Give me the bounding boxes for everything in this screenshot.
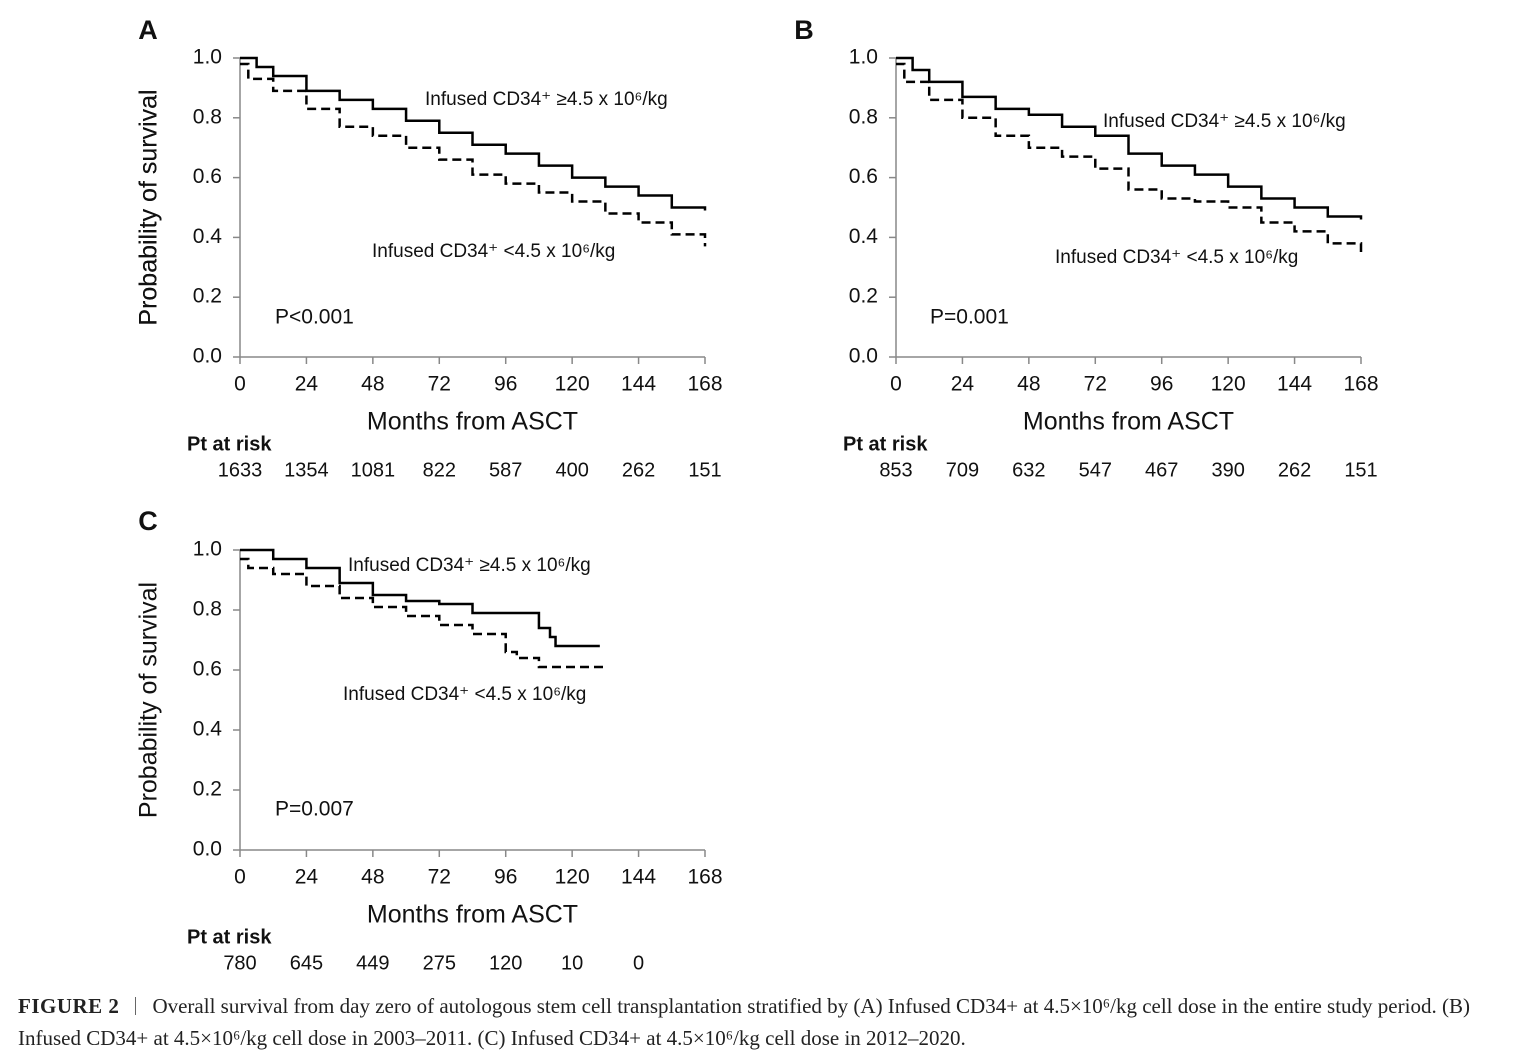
series-label: Infused CD34⁺ <4.5 x 10⁶/kg <box>1055 247 1298 268</box>
y-tick-label: 1.0 <box>193 46 222 69</box>
survival-curve <box>240 56 707 211</box>
x-tick-label: 144 <box>621 866 656 889</box>
risk-count: 262 <box>622 459 655 481</box>
x-tick-label: 144 <box>1277 373 1312 396</box>
y-tick-label: 0.6 <box>193 658 222 681</box>
annotation: P=0.001 <box>930 306 1009 329</box>
survival-curve <box>240 557 606 669</box>
risk-count: 632 <box>1012 459 1045 481</box>
x-tick-label: 144 <box>621 373 656 396</box>
x-tick-label: 48 <box>361 373 384 396</box>
x-tick-label: 0 <box>234 373 246 396</box>
x-tick-label: 24 <box>951 373 975 396</box>
risk-count: 449 <box>356 952 389 974</box>
risk-count: 780 <box>223 952 256 974</box>
y-tick-label: 0.8 <box>193 598 222 621</box>
caption-label: FIGURE 2 <box>18 994 120 1018</box>
risk-label: Pt at risk <box>187 433 272 455</box>
x-tick-label: 48 <box>1017 373 1040 396</box>
risk-count: 262 <box>1278 459 1311 481</box>
risk-count: 645 <box>290 952 323 974</box>
series-label: Infused CD34⁺ ≥4.5 x 10⁶/kg <box>1103 111 1346 132</box>
risk-label: Pt at risk <box>187 926 272 948</box>
y-axis-label: Probability of survival <box>135 89 163 325</box>
y-tick-label: 0.4 <box>193 718 223 741</box>
x-tick-label: 24 <box>295 866 319 889</box>
panel-letter: A <box>138 15 158 45</box>
x-tick-label: 48 <box>361 866 384 889</box>
y-tick-label: 0.0 <box>193 345 222 368</box>
y-tick-label: 0.2 <box>193 778 222 801</box>
risk-label: Pt at risk <box>843 433 928 455</box>
x-tick-label: 120 <box>555 866 590 889</box>
y-tick-label: 0.2 <box>849 285 878 308</box>
x-tick-label: 168 <box>687 373 722 396</box>
y-tick-label: 1.0 <box>849 46 878 69</box>
x-tick-label: 120 <box>555 373 590 396</box>
y-axis-label: Probability of survival <box>135 89 163 325</box>
risk-count: 1354 <box>284 459 329 481</box>
separator <box>135 997 137 1015</box>
series-label: Infused CD34⁺ ≥4.5 x 10⁶/kg <box>348 555 591 576</box>
survival-curve <box>896 62 1363 253</box>
survival-curve <box>240 548 600 648</box>
y-tick-label: 0.8 <box>849 105 878 128</box>
y-tick-label: 1.0 <box>193 538 222 561</box>
risk-count: 547 <box>1079 459 1112 481</box>
risk-count: 390 <box>1211 459 1244 481</box>
risk-count: 0 <box>633 952 644 974</box>
x-tick-label: 72 <box>1084 373 1107 396</box>
y-tick-label: 0.6 <box>849 165 878 188</box>
risk-count: 1633 <box>218 459 263 481</box>
x-tick-label: 120 <box>1211 373 1246 396</box>
y-tick-label: 0.0 <box>849 345 878 368</box>
risk-count: 1081 <box>351 459 396 481</box>
risk-count: 151 <box>688 459 721 481</box>
x-tick-label: 72 <box>428 373 451 396</box>
caption: FIGURE 2 Overall survival from day zero o… <box>18 990 1518 1054</box>
figure: A 0.0 0.2 0.4 0.6 0.8 1.0 0 24 48 72 96 120 144 168 Pro… <box>135 15 1379 974</box>
x-axis-label: Months from ASCT <box>1023 408 1234 436</box>
risk-count: 10 <box>561 952 583 974</box>
x-axis-label: Months from ASCT <box>367 408 578 436</box>
x-tick-label: 0 <box>234 866 246 889</box>
y-tick-label: 0.4 <box>849 225 879 248</box>
y-tick-label: 0.4 <box>193 225 223 248</box>
risk-count: 275 <box>423 952 456 974</box>
x-tick-label: 0 <box>890 373 902 396</box>
x-axis-label: Months from ASCT <box>367 901 578 929</box>
x-tick-label: 168 <box>687 866 722 889</box>
risk-count: 587 <box>489 459 522 481</box>
panel-letter: B <box>794 15 814 45</box>
risk-count: 853 <box>879 459 912 481</box>
y-tick-label: 0.2 <box>193 285 222 308</box>
survival-curve <box>240 62 707 247</box>
risk-count: 151 <box>1344 459 1377 481</box>
y-axis-label: Probability of survival <box>135 582 163 818</box>
x-tick-label: 96 <box>494 866 517 889</box>
x-tick-label: 96 <box>1150 373 1173 396</box>
risk-count: 822 <box>423 459 456 481</box>
series-label: Infused CD34⁺ <4.5 x 10⁶/kg <box>343 684 586 705</box>
series-label: Infused CD34⁺ <4.5 x 10⁶/kg <box>372 241 615 262</box>
annotation: P<0.001 <box>275 306 354 329</box>
risk-count: 120 <box>489 952 522 974</box>
risk-count: 400 <box>555 459 588 481</box>
caption-text: Overall survival from day zero of autolo… <box>18 994 1470 1050</box>
risk-count: 467 <box>1145 459 1178 481</box>
x-tick-label: 72 <box>428 866 451 889</box>
x-tick-label: 96 <box>494 373 517 396</box>
x-tick-label: 168 <box>1343 373 1378 396</box>
annotation: P=0.007 <box>275 798 354 821</box>
y-tick-label: 0.6 <box>193 165 222 188</box>
y-tick-label: 0.8 <box>193 105 222 128</box>
series-label: Infused CD34⁺ ≥4.5 x 10⁶/kg <box>425 89 668 110</box>
survival-curve <box>896 56 1363 220</box>
panel-letter: C <box>138 506 158 536</box>
risk-count: 709 <box>946 459 979 481</box>
x-tick-label: 24 <box>295 373 319 396</box>
y-tick-label: 0.0 <box>193 838 222 861</box>
